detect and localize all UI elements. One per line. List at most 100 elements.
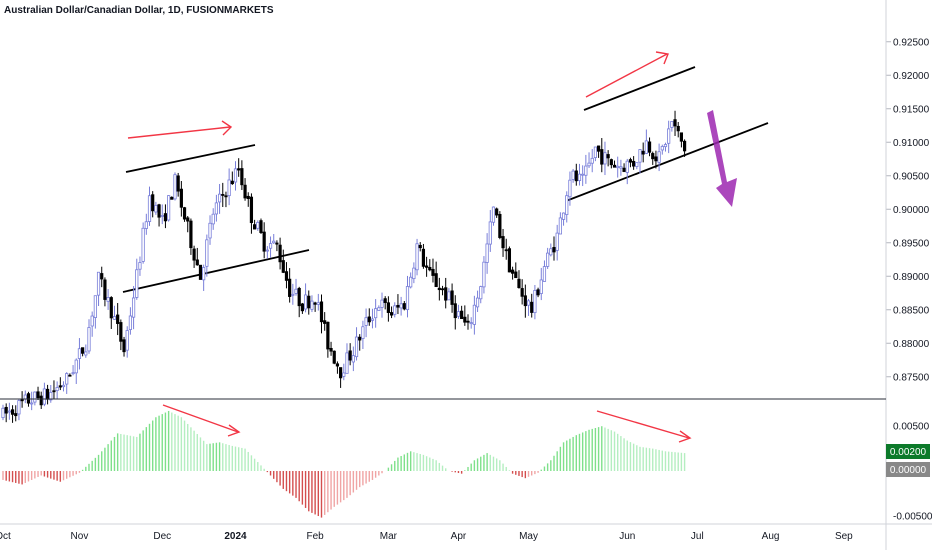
candle[interactable] [81, 347, 85, 357]
candle[interactable] [131, 286, 136, 330]
candle[interactable] [348, 343, 352, 366]
candle[interactable] [103, 277, 107, 307]
candle[interactable] [536, 287, 540, 298]
candle[interactable] [463, 305, 467, 326]
candle[interactable] [460, 305, 464, 320]
candle[interactable] [679, 132, 684, 148]
candle[interactable] [641, 142, 645, 163]
candle[interactable] [33, 391, 37, 406]
candle[interactable] [549, 243, 553, 257]
candle[interactable] [173, 172, 177, 201]
candle[interactable] [472, 295, 476, 335]
candle[interactable] [533, 285, 537, 320]
candle[interactable] [670, 121, 674, 132]
candle[interactable] [275, 240, 279, 252]
candle[interactable] [208, 215, 212, 245]
candle[interactable] [456, 304, 461, 319]
candle[interactable] [546, 247, 550, 269]
candle[interactable] [182, 206, 187, 222]
candle[interactable] [600, 138, 604, 173]
candle[interactable] [584, 154, 588, 184]
support-line-nov-jan[interactable] [122, 249, 310, 293]
candle[interactable] [135, 258, 139, 300]
candle[interactable] [55, 381, 59, 399]
candle[interactable] [93, 295, 97, 329]
candle[interactable] [141, 222, 145, 264]
candle[interactable] [288, 268, 292, 303]
candle[interactable] [523, 284, 527, 318]
candle[interactable] [530, 293, 534, 318]
candle[interactable] [510, 266, 515, 280]
candle[interactable] [428, 259, 432, 272]
candle[interactable] [504, 238, 508, 260]
candle[interactable] [259, 218, 263, 234]
candle[interactable] [138, 256, 142, 276]
candle[interactable] [109, 296, 113, 329]
red-arrow-hist-right-line[interactable] [596, 410, 690, 439]
candle[interactable] [667, 120, 671, 154]
candle[interactable] [49, 384, 53, 403]
candle[interactable] [638, 149, 642, 174]
candle[interactable] [71, 365, 75, 376]
candle[interactable] [622, 163, 626, 173]
candle[interactable] [682, 139, 687, 157]
candle[interactable] [10, 405, 15, 423]
candle[interactable] [568, 171, 572, 206]
candle[interactable] [45, 384, 50, 405]
candle[interactable] [339, 367, 343, 388]
candle[interactable] [409, 272, 413, 289]
candle[interactable] [147, 186, 152, 226]
candle[interactable] [160, 204, 164, 225]
red-arrow-jun-line[interactable] [585, 53, 668, 98]
candle[interactable] [635, 162, 639, 170]
candle[interactable] [326, 321, 330, 358]
candle[interactable] [303, 283, 308, 313]
candle[interactable] [431, 258, 435, 283]
candle[interactable] [332, 350, 336, 365]
candle[interactable] [284, 262, 289, 289]
candle[interactable] [307, 290, 311, 315]
candle[interactable] [167, 195, 171, 222]
candle[interactable] [297, 286, 301, 318]
candle[interactable] [240, 160, 244, 191]
candle[interactable] [36, 386, 40, 401]
candle[interactable] [265, 246, 269, 259]
candle[interactable] [587, 152, 591, 168]
candle[interactable] [606, 150, 610, 167]
candle[interactable] [377, 305, 381, 311]
candle[interactable] [52, 380, 56, 399]
candle[interactable] [186, 216, 190, 233]
candle[interactable] [233, 161, 238, 191]
candle[interactable] [612, 160, 617, 168]
candle[interactable] [342, 363, 346, 381]
candle[interactable] [198, 264, 203, 280]
candle[interactable] [106, 289, 110, 310]
candle[interactable] [189, 218, 193, 255]
candle[interactable] [351, 346, 355, 372]
candle[interactable] [163, 204, 168, 229]
candle[interactable] [421, 243, 426, 269]
candle[interactable] [444, 277, 448, 309]
candle[interactable] [329, 341, 333, 356]
candle[interactable] [214, 194, 218, 222]
candle[interactable] [151, 191, 155, 218]
candle[interactable] [673, 110, 677, 136]
candle[interactable] [495, 207, 499, 218]
candle[interactable] [1, 404, 5, 421]
candle[interactable] [205, 234, 209, 277]
candle[interactable] [552, 236, 556, 261]
candle[interactable] [14, 405, 18, 422]
candle[interactable] [434, 261, 438, 288]
candle[interactable] [396, 294, 400, 315]
candle[interactable] [370, 308, 375, 329]
candle[interactable] [246, 192, 250, 207]
candle[interactable] [77, 338, 82, 370]
candle[interactable] [211, 208, 215, 230]
candle[interactable] [386, 296, 390, 322]
candle[interactable] [4, 403, 8, 423]
candle[interactable] [425, 256, 429, 277]
candle[interactable] [281, 249, 285, 274]
candle[interactable] [498, 211, 502, 240]
candle[interactable] [405, 275, 410, 318]
candle[interactable] [418, 242, 422, 252]
